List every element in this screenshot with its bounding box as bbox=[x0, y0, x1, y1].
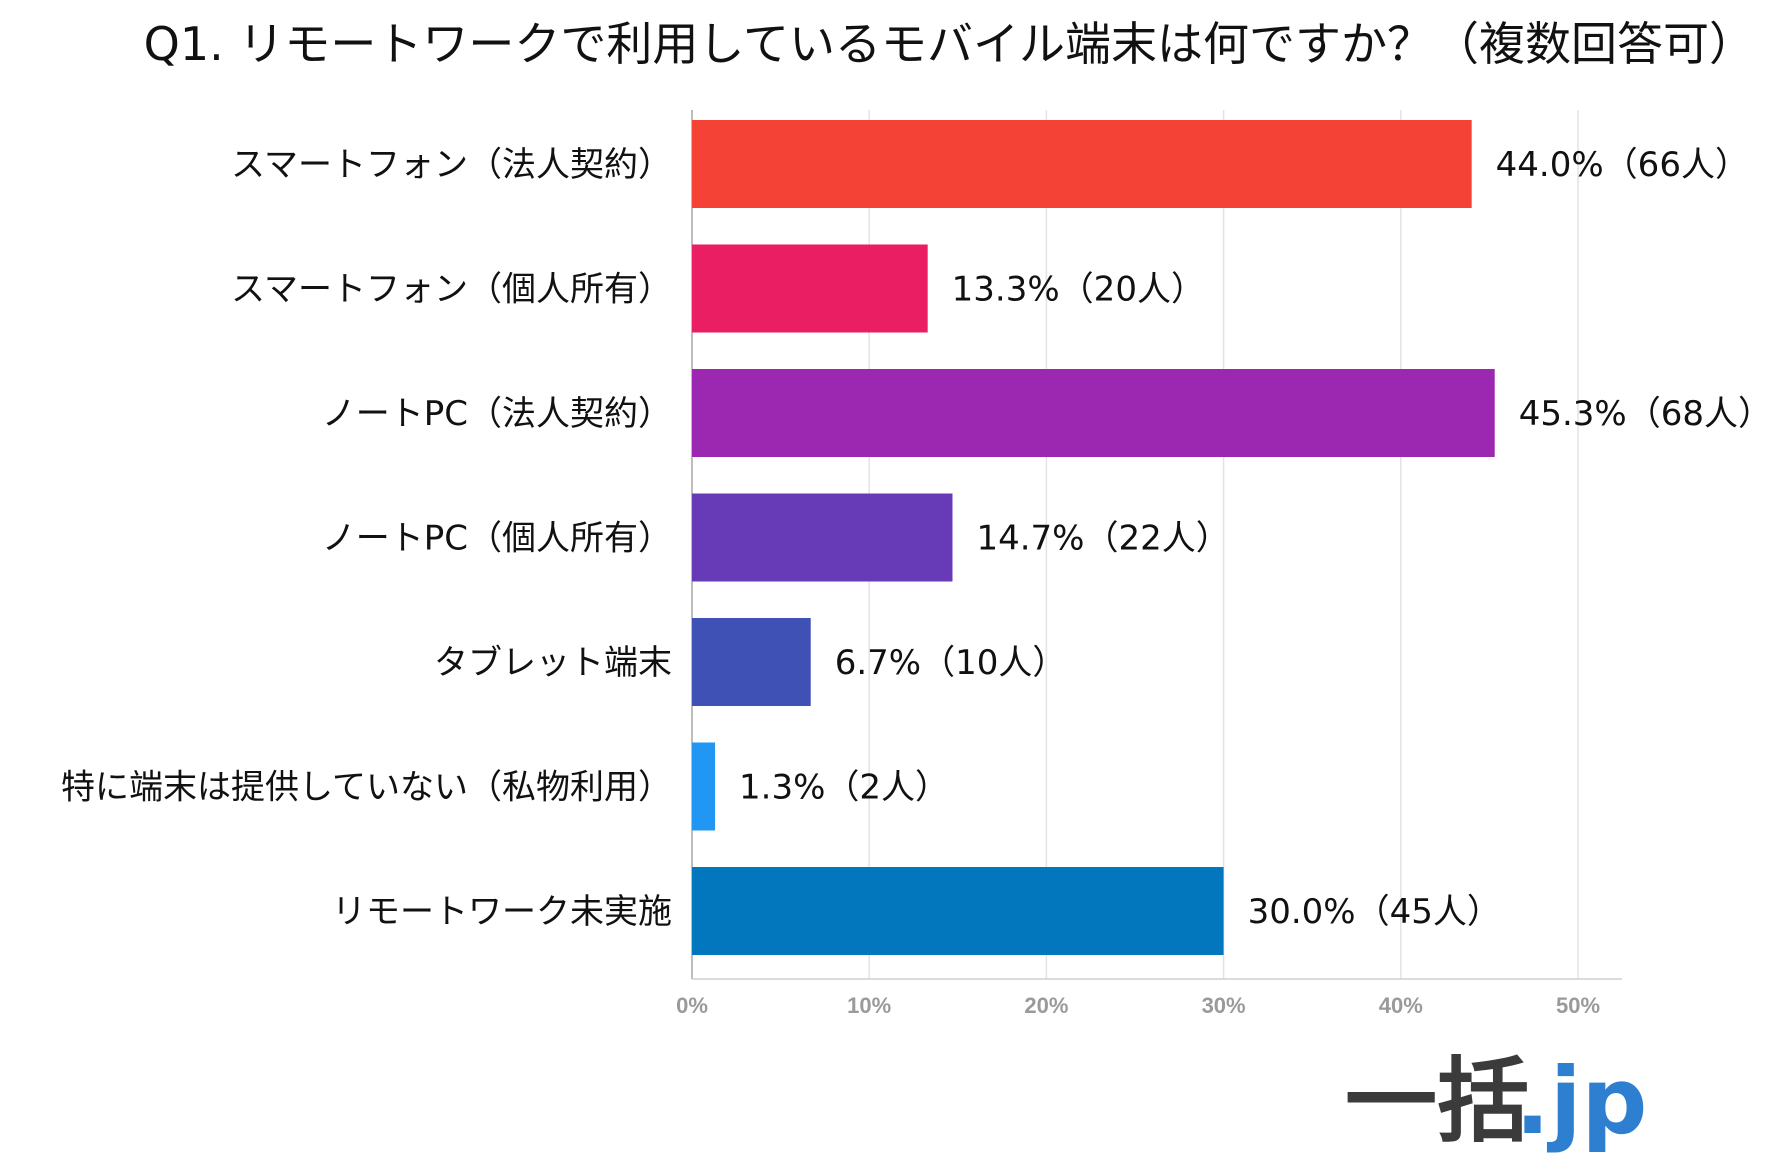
category-label: リモートワーク未実施 bbox=[332, 892, 672, 932]
data-label: 45.3%（68人） bbox=[1519, 394, 1772, 434]
x-tick-label: 40% bbox=[1379, 993, 1423, 1018]
x-tick-label: 30% bbox=[1202, 993, 1246, 1018]
data-label: 13.3%（20人） bbox=[952, 270, 1205, 310]
brand-logo: 一括 .jp bbox=[1345, 1048, 1647, 1155]
x-tick-label: 20% bbox=[1024, 993, 1068, 1018]
bars bbox=[692, 120, 1495, 955]
chart-title: Q1. リモートワークで利用しているモバイル端末は何ですか？（複数回答可） bbox=[144, 17, 1755, 71]
data-label: 1.3%（2人） bbox=[739, 768, 949, 808]
data-label: 6.7%（10人） bbox=[835, 643, 1067, 683]
logo-text: 一括 bbox=[1345, 1048, 1529, 1155]
bar bbox=[692, 369, 1495, 457]
logo-suffix: .jp bbox=[1515, 1048, 1647, 1155]
category-label: スマートフォン（個人所有） bbox=[231, 270, 672, 310]
category-labels: スマートフォン（法人契約） スマートフォン（個人所有） ノートPC（法人契約） ノート… bbox=[61, 145, 672, 932]
category-label: 特に端末は提供していない（私物利用） bbox=[61, 768, 672, 808]
data-labels: 44.0%（66人） 13.3%（20人） 45.3%（68人） 14.7%（22人）… bbox=[739, 145, 1772, 932]
bar bbox=[692, 120, 1472, 208]
category-label: ノートPC（個人所有） bbox=[322, 519, 672, 559]
data-label: 44.0%（66人） bbox=[1496, 145, 1749, 185]
category-label: スマートフォン（法人契約） bbox=[231, 145, 672, 185]
bar bbox=[692, 618, 811, 706]
x-axis-ticks: 0% 10% 20% 30% 40% 50% bbox=[676, 993, 1600, 1018]
category-label: タブレット端末 bbox=[434, 643, 672, 683]
x-tick-label: 10% bbox=[847, 993, 891, 1018]
bar bbox=[692, 493, 953, 582]
bar bbox=[692, 867, 1224, 955]
bar bbox=[692, 742, 716, 831]
category-label: ノートPC（法人契約） bbox=[322, 394, 672, 434]
x-tick-label: 50% bbox=[1556, 993, 1600, 1018]
bar bbox=[692, 244, 928, 333]
data-label: 14.7%（22人） bbox=[976, 519, 1229, 559]
x-tick-label: 0% bbox=[676, 993, 708, 1018]
data-label: 30.0%（45人） bbox=[1248, 892, 1501, 932]
